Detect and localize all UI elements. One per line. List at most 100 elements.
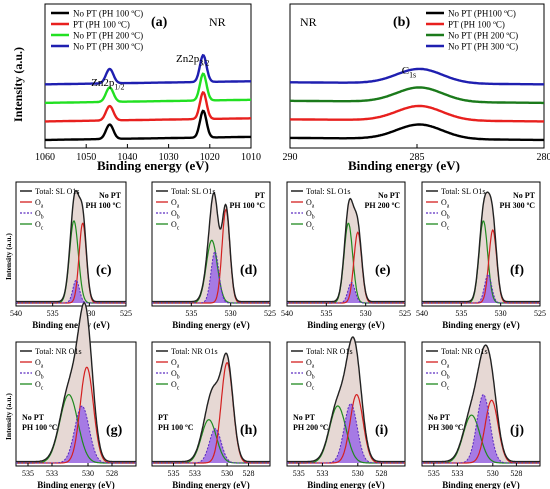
legend-entry: Total: NR O1s [441,347,488,356]
series-line-4 [45,53,251,86]
oa-curve [16,366,136,464]
x-tick-label: 540 [281,309,293,318]
x-tick-label: 533 [46,469,58,478]
sample-label: PT [158,413,169,422]
condition-label: PH 200 ºC [293,423,329,432]
oa-curve [152,208,270,304]
x-tick-label: 525 [399,309,411,318]
x-tick-label: 1060 [35,152,55,163]
total-curve [287,197,405,303]
x-tick-label: 528 [106,469,118,478]
legend-entry: Oa [171,198,180,209]
condition-label: PH 100 ºC [229,201,265,210]
panel-f: 540 535 530 525 Binding energy (eV) Total: SL… [416,181,546,330]
panel-label: (i) [375,423,389,438]
legend-entry: No PT (PH 300 ºC) [73,42,143,52]
total-curve [152,352,270,463]
sample-label: No PT [22,413,45,422]
x-tick-label: 1010 [241,152,261,163]
ob-fill [287,282,405,303]
x-tick-label: 1020 [200,152,220,163]
legend-entry: No PT (PH 200 ºC) [73,31,143,41]
legend-entry: Ob [441,369,450,380]
x-tick-label: 530 [487,469,499,478]
ob-fill [16,280,126,303]
series-line-4 [290,67,544,86]
x-axis-title: Binding energy (eV) [37,480,115,489]
ob-fill [422,394,540,463]
peak-label: Zn2p3/2 [176,53,209,67]
x-tick-label: 1040 [117,152,137,163]
x-tick-label: 530 [82,469,94,478]
x-tick-label: 535 [167,469,179,478]
annotation: NR [300,15,317,29]
legend-entry: Ob [171,369,180,380]
legend-entry: Oa [306,198,315,209]
legend-entry: Total: SL O1s [35,187,79,196]
x-axis-title: Binding energy (eV) [442,320,520,330]
legend-entry: No PT (PH 100 ºC) [73,9,143,19]
condition-label: PH 300 ºC [428,423,464,432]
legend-entry: No PT (PH100 ºC) [448,9,516,19]
x-tick-label: 530 [83,309,95,318]
legend-entry: Total: SL O1s [171,187,215,196]
ob-curve [16,279,126,304]
legend-entry: No PT (PH 200 ºC) [448,31,518,41]
ob-fill [152,251,270,303]
ob-curve [16,405,136,464]
panel-label: (f) [510,263,524,278]
x-tick-label: 533 [316,469,328,478]
series-line-2 [45,90,251,123]
sample-label: No PT [428,413,451,422]
condition-label: PH 100 ºC [22,423,58,432]
panel-label: (c) [96,263,112,278]
panel-label: (j) [510,423,524,438]
legend-entry: Ob [171,209,180,220]
sample-label: PT [255,191,266,200]
series-line-2 [289,104,544,123]
panel-a: 1060 1050 1040 1030 1020 1010 No PT (PH 100 ºC… [35,3,261,163]
x-axis-title: Binding energy (eV) [442,480,520,489]
legend-entry: Oc [306,220,315,231]
legend-entry: No PT (PH 300 ºC) [448,42,518,52]
x-tick-label: 533 [451,469,463,478]
ob-curve [422,273,540,304]
ob-fill [152,428,270,463]
series-line-1 [290,123,544,142]
legend-entry: PT (PH 100 ºC) [73,20,130,30]
total-envelope-fill [287,337,405,463]
ob-curve [287,403,405,464]
panel-label: (g) [106,423,123,438]
total-curve [16,302,136,463]
legend-entry: Oc [171,220,180,231]
total-envelope-fill [16,190,126,303]
x-tick-label: 1030 [159,152,179,163]
plot-frame [44,3,252,149]
oa-curve [287,231,405,304]
x-axis-title: Binding energy (eV) [97,158,209,173]
legend-entry: Oa [35,198,44,209]
x-axis-title: Binding energy (eV) [348,158,460,173]
legend-entry: Oc [171,380,180,391]
x-tick-label: 528 [243,469,255,478]
legend-entry: Ob [35,369,44,380]
legend-entry: Oa [171,358,180,369]
total-curve [422,344,540,463]
legend-entry: Oa [441,198,450,209]
x-axis-title: Binding energy (eV) [307,480,385,489]
panel-h: 535 533 530 528 Binding energy (eV) Total: NR… [151,341,271,489]
total-curve [152,192,270,303]
x-tick-label: 540 [10,309,22,318]
x-tick-label: 530 [352,469,364,478]
legend-entry: Ob [35,209,44,220]
total-envelope-fill [152,193,270,303]
legend-entry: Oa [441,358,450,369]
total-envelope-fill [422,192,540,303]
legend-entry: Ob [306,369,315,380]
x-tick-label: 528 [510,469,522,478]
panel-label: (d) [240,263,257,278]
total-envelope-fill [152,353,270,463]
x-tick-label: 533 [189,469,201,478]
condition-label: PH 300 ºC [499,201,535,210]
plot-frame [289,3,545,149]
